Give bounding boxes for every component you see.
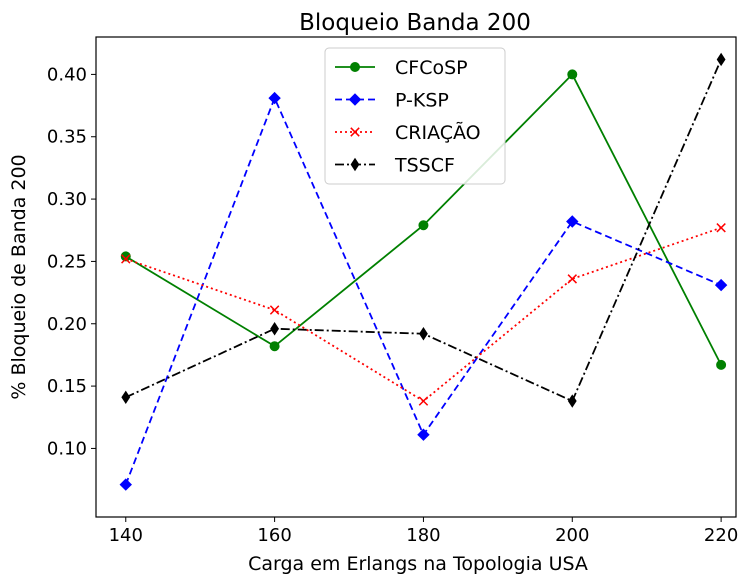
data-point-tsscf xyxy=(270,322,280,336)
legend-marker-cria-o xyxy=(350,127,360,137)
data-point-p-ksp xyxy=(268,91,281,105)
legend-label-tsscf: TSSCF xyxy=(394,155,455,177)
x-tick-label: 200 xyxy=(555,525,589,546)
x-tick-label: 220 xyxy=(704,525,738,546)
legend-marker-cfcosp xyxy=(350,62,360,72)
data-point-cria-o xyxy=(121,254,131,264)
data-point-p-ksp xyxy=(417,428,430,441)
legend-marker-p-ksp xyxy=(348,93,362,106)
data-point-tsscf xyxy=(121,390,131,405)
x-tick-label: 180 xyxy=(406,525,440,546)
x-tick-label: 140 xyxy=(109,525,143,546)
chart-title: Bloqueio Banda 200 xyxy=(299,10,531,36)
y-axis: 0.10 0.15 0.20 0.25 0.30 0.35 0.40 xyxy=(47,64,96,459)
y-tick-label: 0.15 xyxy=(47,376,87,397)
data-point-cria-o xyxy=(716,223,726,233)
data-point-cria-o xyxy=(418,396,429,406)
data-point-cfcosp xyxy=(567,69,578,80)
x-axis-title: Carga em Erlangs na Topologia USA xyxy=(248,553,588,575)
data-point-cfcosp xyxy=(269,341,280,352)
data-point-tsscf xyxy=(716,52,726,67)
plot-frame xyxy=(95,36,737,518)
y-tick-label: 0.40 xyxy=(47,64,87,85)
plot-area xyxy=(119,52,728,491)
y-tick-label: 0.25 xyxy=(47,251,87,272)
y-tick-label: 0.10 xyxy=(47,438,87,459)
data-point-cria-o xyxy=(567,274,578,284)
y-axis-title: % Bloqueio de Banda 200 xyxy=(8,154,30,399)
data-point-cfcosp xyxy=(120,251,131,262)
data-point-p-ksp xyxy=(566,215,579,228)
legend-label-p-ksp: P-KSP xyxy=(395,90,449,112)
data-point-cfcosp xyxy=(418,220,429,231)
legend-label-cfcosp: CFCoSP xyxy=(395,57,468,79)
y-tick-label: 0.30 xyxy=(47,189,87,210)
legend-box xyxy=(324,47,506,185)
legend: CFCoSP P-KSP CRIAÇÃO TSSCF xyxy=(324,47,506,185)
x-axis: 140 160 180 200 220 xyxy=(109,517,738,546)
data-point-p-ksp xyxy=(119,478,132,491)
data-point-cria-o xyxy=(269,305,280,315)
y-tick-label: 0.20 xyxy=(47,314,87,335)
y-tick-label: 0.35 xyxy=(47,127,87,148)
data-point-tsscf xyxy=(567,394,577,408)
x-tick-label: 160 xyxy=(257,525,291,546)
legend-marker-tsscf xyxy=(350,157,360,172)
data-point-tsscf xyxy=(419,327,428,341)
data-point-p-ksp xyxy=(714,278,728,292)
legend-label-cria-o: CRIAÇÃO xyxy=(395,121,481,144)
data-point-cfcosp xyxy=(716,359,727,370)
